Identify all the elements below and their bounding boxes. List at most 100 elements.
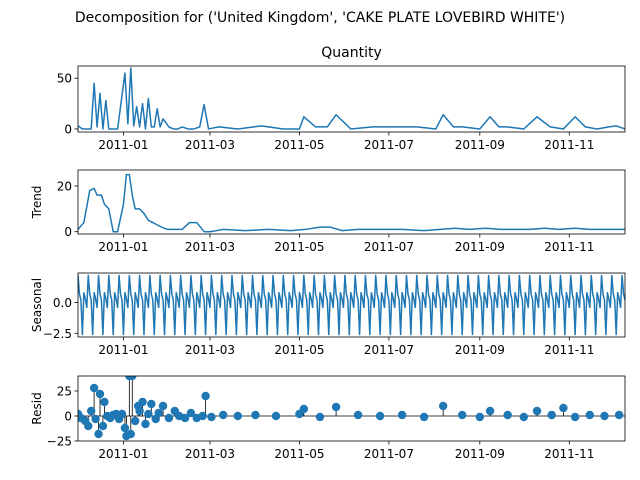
x-tick-label: 2011-09 (455, 240, 505, 254)
resid-point (570, 412, 580, 422)
resid-point (100, 397, 109, 407)
x-tick-label: 2011-09 (455, 138, 505, 152)
resid-point (158, 401, 168, 411)
axes-frame (77, 65, 626, 133)
x-tick-label: 2011-03 (185, 343, 235, 357)
y-tick-label: −25 (47, 435, 72, 449)
x-tick-label: 2011-11 (544, 138, 594, 152)
resid-point (585, 410, 595, 420)
panel-3: −2.5 0.0 2011-01 2011-03 2011-05 2011-07 2011-… (30, 272, 626, 357)
plot-area (78, 67, 625, 130)
resid-point (532, 406, 542, 416)
y-tick-label: 0.0 (53, 296, 72, 310)
resid-point (86, 406, 96, 416)
x-tick-label: 2011-07 (364, 240, 414, 254)
seasonal-line (78, 274, 625, 336)
resid-point (180, 413, 190, 423)
resid-point (120, 423, 130, 433)
panel-4: −25 0 25 2011-01 2011-03 2011-05 2011-07 2011-0… (30, 375, 626, 461)
resid-point (331, 402, 341, 412)
resid-point (485, 406, 495, 416)
resid-point (89, 383, 99, 393)
panel-2: 0 20 2011-01 2011-03 2011-05 2011-07 2011-09 20… (30, 169, 626, 254)
resid-point (126, 429, 135, 439)
axes-frame (77, 375, 626, 442)
x-tick-label: 2011-03 (185, 447, 235, 461)
x-tick-label: 2011-11 (544, 343, 594, 357)
resid-point (519, 412, 529, 422)
resid-point (375, 411, 385, 421)
x-tick-label: 2011-05 (274, 447, 324, 461)
resid-point (419, 412, 429, 422)
resid-point (353, 410, 363, 420)
resid-point (201, 391, 210, 401)
resid-point (547, 410, 556, 420)
y-axis-label: Seasonal (30, 278, 44, 332)
resid-point (144, 409, 153, 419)
y-tick-label: 50 (57, 72, 72, 86)
x-tick-label: 2011-11 (544, 447, 594, 461)
x-tick-label: 2011-07 (364, 138, 414, 152)
series-line (78, 173, 625, 233)
x-tick-label: 2011-09 (455, 343, 505, 357)
y-tick-label: 0 (64, 122, 72, 136)
x-tick-label: 2011-03 (185, 240, 235, 254)
resid-point (138, 397, 147, 407)
resid-point (559, 403, 568, 413)
x-tick-label: 2011-01 (98, 240, 148, 254)
x-tick-label: 2011-05 (274, 138, 324, 152)
y-axis-label: Trend (30, 186, 44, 220)
resid-point (164, 413, 174, 423)
resid-point (397, 410, 407, 420)
resid-point (218, 410, 228, 420)
resid-point (600, 411, 609, 421)
y-tick-label: −2.5 (43, 327, 72, 341)
figure-title: Decomposition for ('United Kingdom', 'CA… (75, 10, 565, 26)
x-tick-label: 2011-11 (544, 240, 594, 254)
resid-point (503, 410, 512, 420)
y-tick-label: 0 (64, 225, 72, 239)
y-tick-label: 0 (64, 410, 72, 424)
resid-point (147, 399, 156, 409)
resid-point (233, 411, 243, 421)
resid-point (95, 389, 105, 399)
resid-point (186, 408, 196, 418)
resid-point (198, 411, 207, 421)
x-tick-label: 2011-03 (185, 138, 235, 152)
axes-frame (77, 272, 626, 338)
panel-1: 0 50 2011-01 2011-03 2011-05 2011-07 2011-09 20… (57, 45, 626, 152)
resid-point (271, 411, 281, 421)
resid-point (130, 416, 140, 426)
resid-point (207, 412, 216, 422)
panels: 0 50 2011-01 2011-03 2011-05 2011-07 2011-09 20… (30, 45, 626, 461)
resid-point (438, 401, 448, 411)
x-tick-label: 2011-01 (98, 447, 148, 461)
resid-point (128, 376, 137, 381)
resid-point (94, 429, 103, 439)
resid-point (299, 404, 309, 414)
x-tick-label: 2011-07 (364, 447, 414, 461)
plot-area (78, 274, 625, 336)
resid-point (135, 406, 144, 416)
y-tick-label: 20 (57, 180, 72, 194)
series-line (78, 67, 625, 130)
resid-point (614, 410, 624, 420)
resid-point (475, 412, 485, 422)
plot-area (78, 173, 625, 233)
resid-point (98, 421, 108, 431)
resid-point (251, 410, 260, 420)
y-axis-label: Resid (30, 392, 44, 424)
panel-title: Quantity (321, 45, 382, 61)
x-tick-label: 2011-09 (455, 447, 505, 461)
x-tick-label: 2011-01 (98, 343, 148, 357)
resid-point (141, 419, 150, 429)
plot-area (78, 376, 625, 441)
y-tick-label: 25 (57, 385, 72, 399)
axes-frame (77, 169, 626, 235)
resid-point (154, 408, 163, 418)
x-tick-label: 2011-01 (98, 138, 148, 152)
resid-point (84, 421, 93, 431)
x-tick-label: 2011-05 (274, 240, 324, 254)
resid-point (91, 414, 100, 424)
